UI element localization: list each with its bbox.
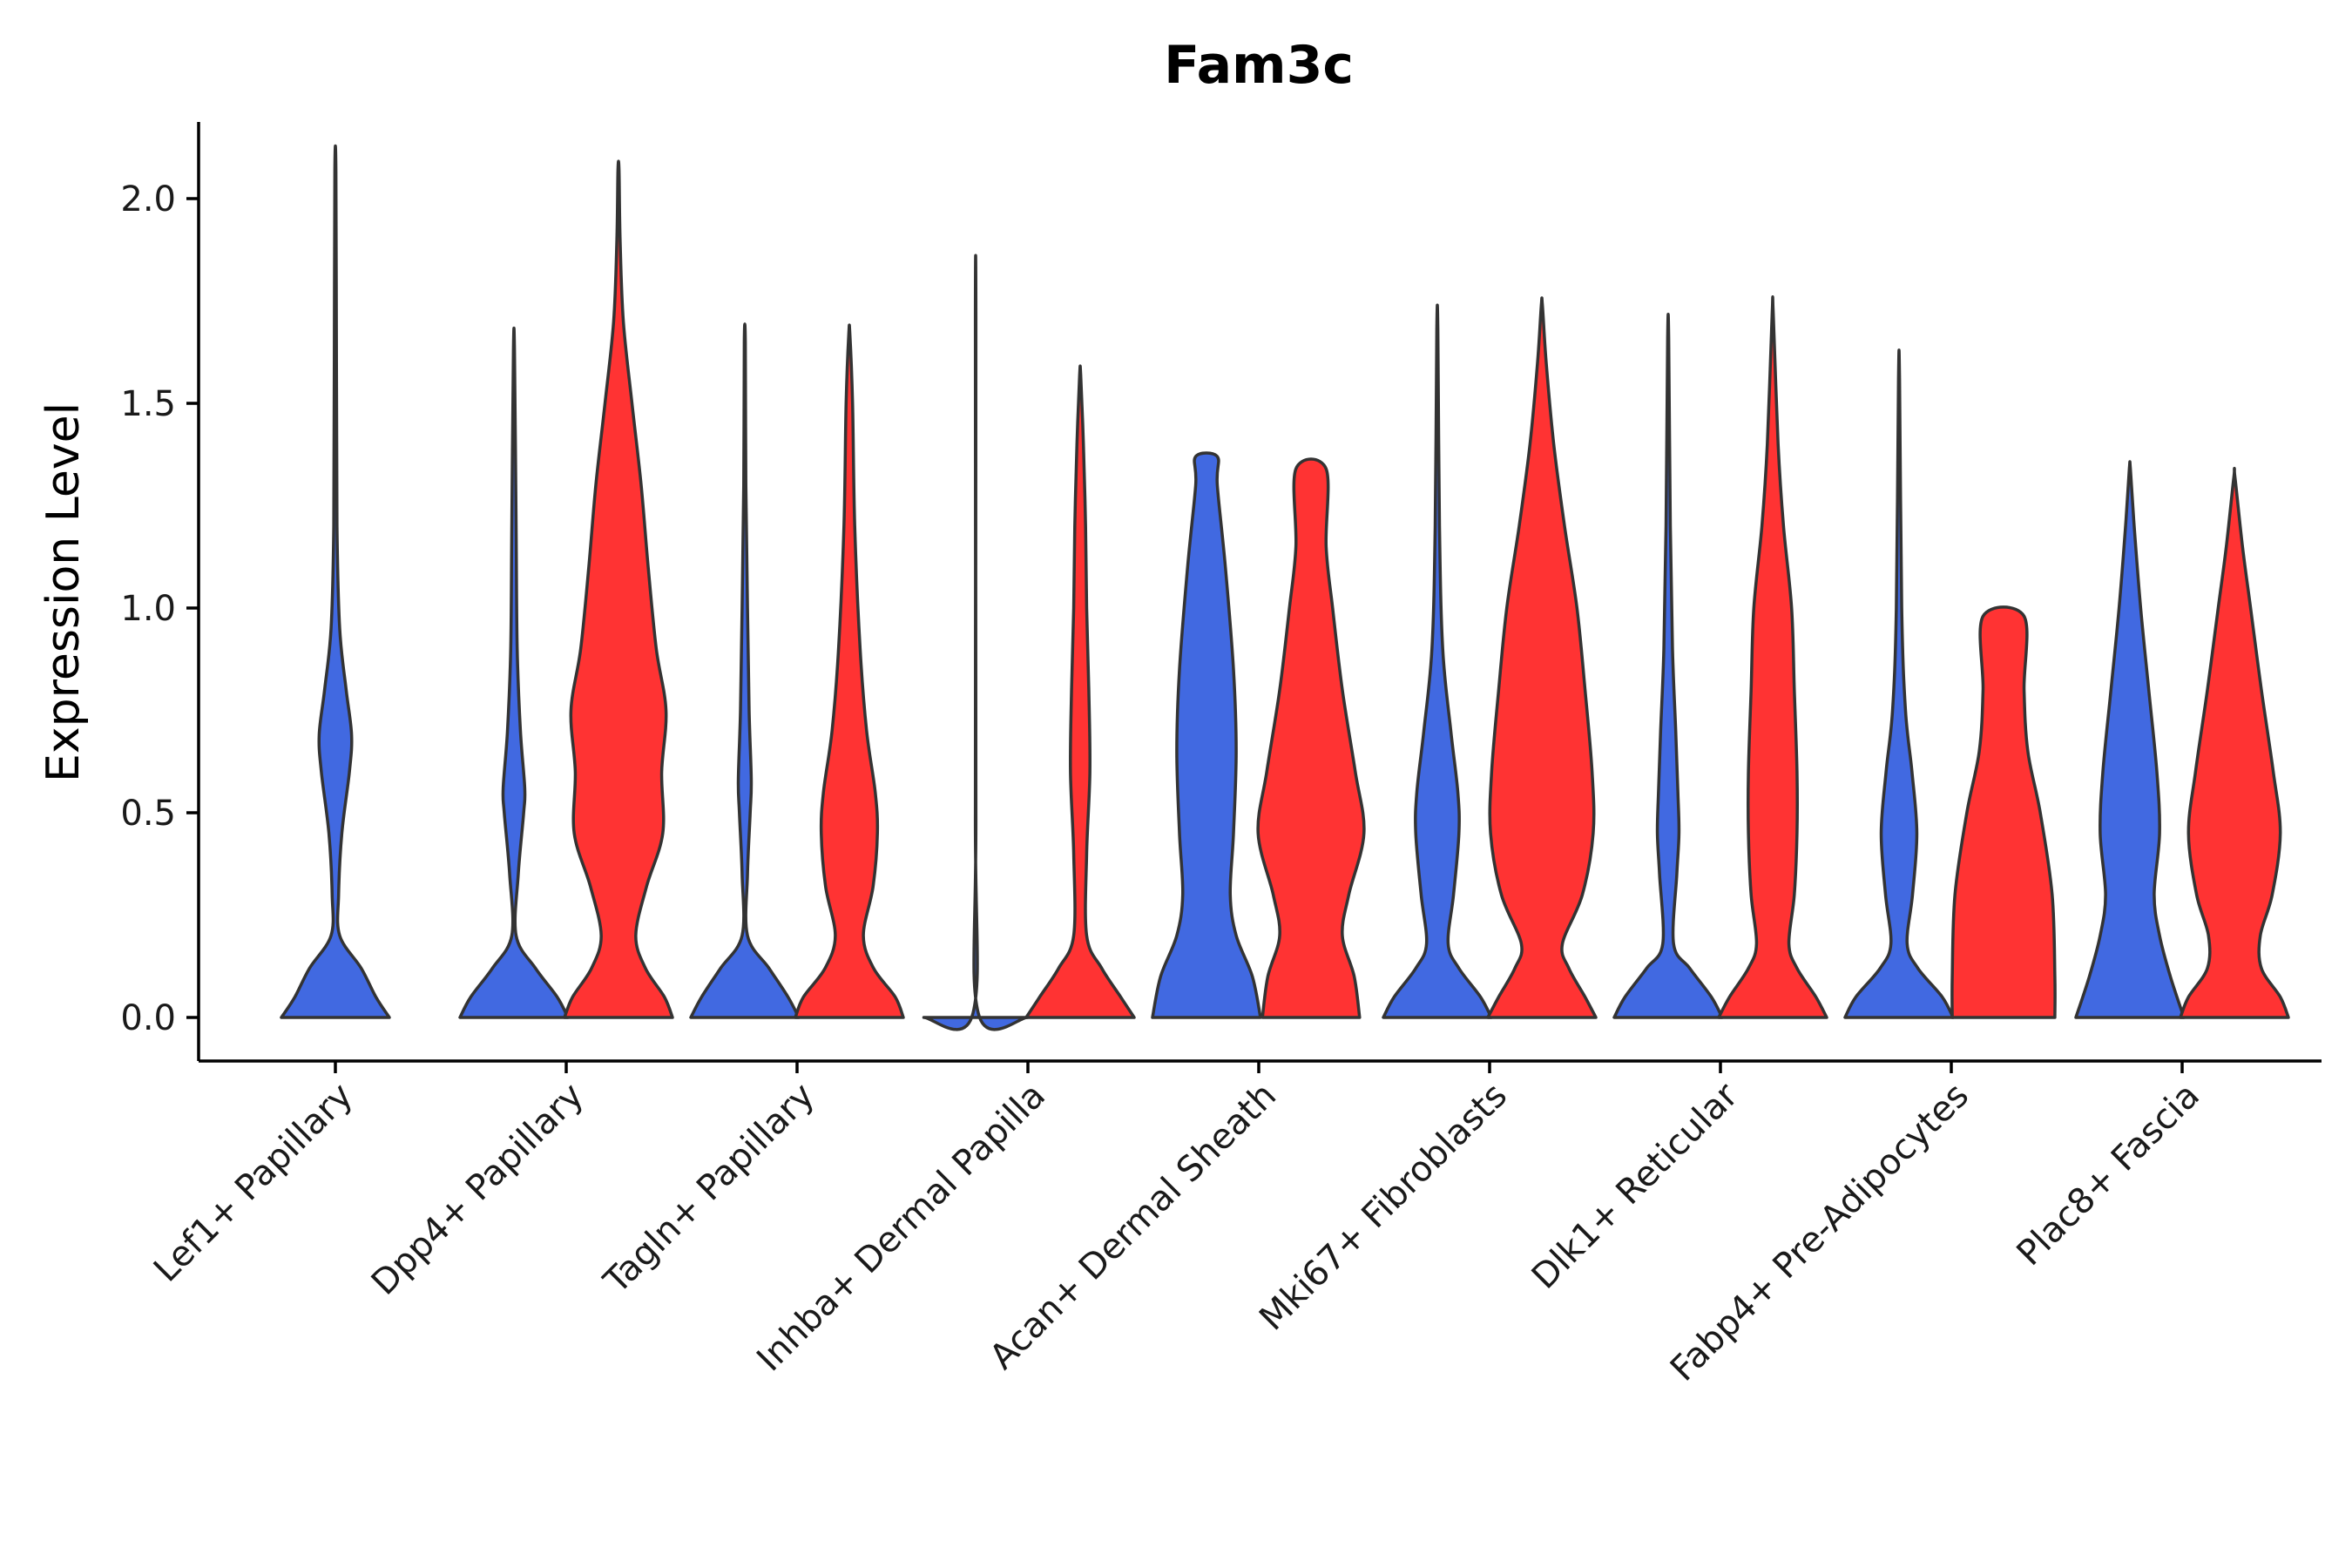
violin	[1151, 451, 1262, 1019]
x-tick-label: Dpp4+ Papillary	[364, 1076, 591, 1303]
violin	[1612, 313, 1724, 1019]
y-axis-title: Expression Level	[37, 402, 90, 782]
violin	[1486, 296, 1598, 1019]
violin	[1256, 457, 1366, 1019]
violin	[1024, 364, 1136, 1019]
violin	[563, 159, 674, 1019]
chart-title: Fam3c	[1164, 35, 1354, 96]
x-tick-label: Tagln+ Papillary	[596, 1076, 822, 1302]
violin	[922, 253, 1030, 1031]
violin	[794, 323, 905, 1019]
x-axis-ticks: Lef1+ Papillary Dpp4+ Papillary Tagln+ Pap…	[146, 1061, 2207, 1389]
violin	[1717, 295, 1828, 1019]
y-tick-label: 0.5	[120, 794, 176, 834]
y-axis-ticks: 0.0 0.5 1.0 1.5 2.0	[120, 179, 199, 1038]
x-tick-label: Mki67+ Fibroblasts	[1252, 1076, 1515, 1339]
x-tick-label: Lef1+ Papillary	[146, 1076, 361, 1290]
x-tick-label: Plac8+ Fascia	[2010, 1076, 2208, 1274]
violin	[280, 145, 391, 1019]
violin	[689, 322, 801, 1019]
violin	[1382, 303, 1493, 1019]
violin	[2179, 466, 2290, 1019]
violin-layer	[280, 145, 2290, 1031]
y-tick-label: 1.5	[120, 384, 176, 424]
violin	[2074, 460, 2186, 1019]
violin	[1950, 605, 2057, 1019]
violin	[1843, 348, 1955, 1019]
y-tick-label: 0.0	[120, 998, 176, 1038]
y-tick-label: 1.0	[120, 589, 176, 629]
violin	[458, 327, 570, 1019]
x-tick-label: Dlk1+ Reticular	[1524, 1075, 1747, 1297]
y-tick-label: 2.0	[120, 179, 176, 220]
